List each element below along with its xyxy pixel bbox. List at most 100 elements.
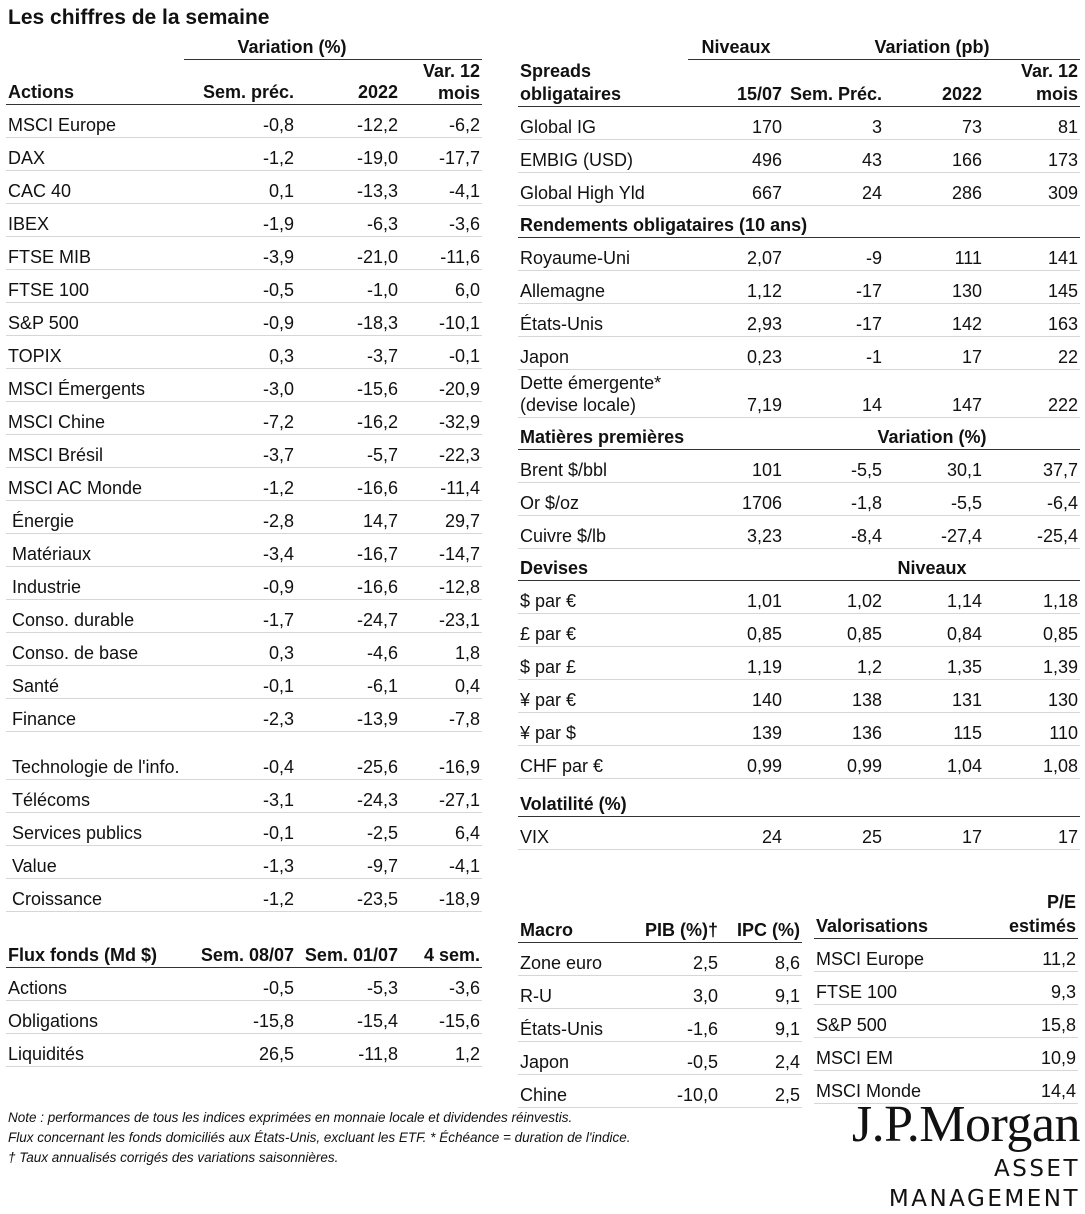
- row-value: -3,6: [400, 203, 482, 237]
- table-row: MSCI Chine -7,2 -16,2 -32,9: [6, 401, 482, 435]
- table-row: Royaume-Uni 2,07 -9 111 141: [518, 237, 1080, 271]
- row-value: 0,85: [984, 613, 1080, 647]
- row-value: 1,08: [984, 745, 1080, 779]
- row-value: 3,0: [628, 975, 720, 1009]
- row-value: 9,3: [974, 971, 1078, 1005]
- table-row: FTSE 100 -0,5 -1,0 6,0: [6, 269, 482, 303]
- row-value: 667: [688, 172, 784, 206]
- row-label: Conso. de base: [6, 632, 184, 666]
- row-value: 1,2: [784, 646, 884, 680]
- row-label: Chine: [518, 1074, 628, 1108]
- macro-header-name: Macro: [518, 912, 628, 943]
- equities-header-week: Sem. préc.: [184, 59, 296, 105]
- row-value: 15,8: [974, 1004, 1078, 1038]
- row-value: -21,0: [296, 236, 400, 270]
- table-row: S&P 500 -0,9 -18,3 -10,1: [6, 302, 482, 336]
- row-label: R-U: [518, 975, 628, 1009]
- bonds-table: Niveaux Variation (pb) Spreads obligatai…: [518, 36, 1080, 850]
- row-value: -0,9: [184, 566, 296, 600]
- row-label: Télécoms: [6, 779, 184, 813]
- table-row: Liquidités 26,5 -11,8 1,2: [6, 1033, 482, 1067]
- row-value: -1,8: [784, 482, 884, 516]
- row-label: MSCI Émergents: [6, 368, 184, 402]
- row-value: -3,9: [184, 236, 296, 270]
- row-value: -6,3: [296, 203, 400, 237]
- row-value: -23,1: [400, 599, 482, 633]
- row-value: -4,1: [400, 845, 482, 879]
- bonds-header-12m: Var. 12 mois: [984, 59, 1080, 107]
- row-value: -2,5: [296, 812, 400, 846]
- row-value: -24,7: [296, 599, 400, 633]
- row-label: Zone euro: [518, 942, 628, 976]
- row-value: 6,4: [400, 812, 482, 846]
- row-value: 1,8: [400, 632, 482, 666]
- row-value: -3,4: [184, 533, 296, 567]
- flows-header-name: Flux fonds (Md $): [6, 944, 184, 968]
- valuations-table: Valorisations P/E estimés MSCI Europe 11,…: [814, 890, 1078, 1104]
- row-value: 496: [688, 139, 784, 173]
- row-value: 17: [884, 336, 984, 370]
- row-label: Énergie: [6, 500, 184, 534]
- table-row: ¥ par €140 138 131 130: [518, 679, 1080, 713]
- row-value: -5,5: [784, 449, 884, 483]
- row-value: -16,7: [296, 533, 400, 567]
- flows-header-week1: Sem. 08/07: [184, 944, 296, 968]
- row-label: £ par €: [518, 613, 688, 647]
- table-row: MSCI Europe 11,2: [814, 938, 1078, 972]
- table-row: EMBIG (USD) 496 43 166 173: [518, 139, 1080, 173]
- row-value: -4,1: [400, 170, 482, 204]
- table-row: MSCI AC Monde -1,2 -16,6 -11,4: [6, 467, 482, 501]
- row-value: 147: [884, 369, 984, 418]
- logo-subtitle: ASSET MANAGEMENT: [888, 1156, 1080, 1212]
- row-value: -15,4: [296, 1000, 400, 1034]
- table-row: ¥ par $139 136 115 110: [518, 712, 1080, 746]
- row-value: 2,07: [688, 237, 784, 271]
- table-row: Or $/oz 1706 -1,8 -5,5 -6,4: [518, 482, 1080, 516]
- row-value: -6,1: [296, 665, 400, 699]
- row-value: 115: [884, 712, 984, 746]
- row-label: $ par £: [518, 646, 688, 680]
- row-value: -12,2: [296, 104, 400, 138]
- row-value: 0,99: [688, 745, 784, 779]
- row-value: 1,14: [884, 580, 984, 614]
- row-value: 14: [784, 369, 884, 418]
- row-value: -11,6: [400, 236, 482, 270]
- row-value: 139: [688, 712, 784, 746]
- row-value: 1,18: [984, 580, 1080, 614]
- row-value: -0,1: [184, 665, 296, 699]
- row-label: États-Unis: [518, 303, 688, 337]
- row-label: Croissance: [6, 878, 184, 912]
- row-value: -4,6: [296, 632, 400, 666]
- row-label: TOPIX: [6, 335, 184, 369]
- row-value: -17,7: [400, 137, 482, 171]
- row-value: -17: [784, 270, 884, 304]
- row-value: 2,5: [720, 1074, 802, 1108]
- row-label: MSCI AC Monde: [6, 467, 184, 501]
- row-value: -1: [784, 336, 884, 370]
- row-value: -3,0: [184, 368, 296, 402]
- logo-wordmark: J.P.Morgan: [851, 1096, 1081, 1153]
- row-label: IBEX: [6, 203, 184, 237]
- row-value: -14,7: [400, 533, 482, 567]
- row-value: -25,6: [296, 731, 400, 780]
- row-value: -1,0: [296, 269, 400, 303]
- table-row: Énergie -2,8 14,7 29,7: [6, 500, 482, 534]
- footnote-2: Flux concernant les fonds domiciliés aux…: [8, 1130, 631, 1145]
- table-row: TOPIX 0,3 -3,7 -0,1: [6, 335, 482, 369]
- bonds-group-levels: Niveaux: [688, 36, 784, 60]
- row-label: Or $/oz: [518, 482, 688, 516]
- row-value: -19,0: [296, 137, 400, 171]
- row-value: 3,23: [688, 515, 784, 549]
- bonds-header-level: 15/07: [688, 59, 784, 107]
- table-row: CHF par €0,99 0,99 1,04 1,08: [518, 745, 1080, 779]
- row-value: -5,7: [296, 434, 400, 468]
- row-label: S&P 500: [814, 1004, 974, 1038]
- row-value: -15,6: [296, 368, 400, 402]
- row-value: -0,4: [184, 731, 296, 780]
- row-value: -1,9: [184, 203, 296, 237]
- row-value: 25: [784, 816, 884, 850]
- row-value: -6,4: [984, 482, 1080, 516]
- row-label: DAX: [6, 137, 184, 171]
- bonds-header-week: Sem. Préc.: [784, 59, 884, 107]
- row-value: -0,5: [184, 967, 296, 1001]
